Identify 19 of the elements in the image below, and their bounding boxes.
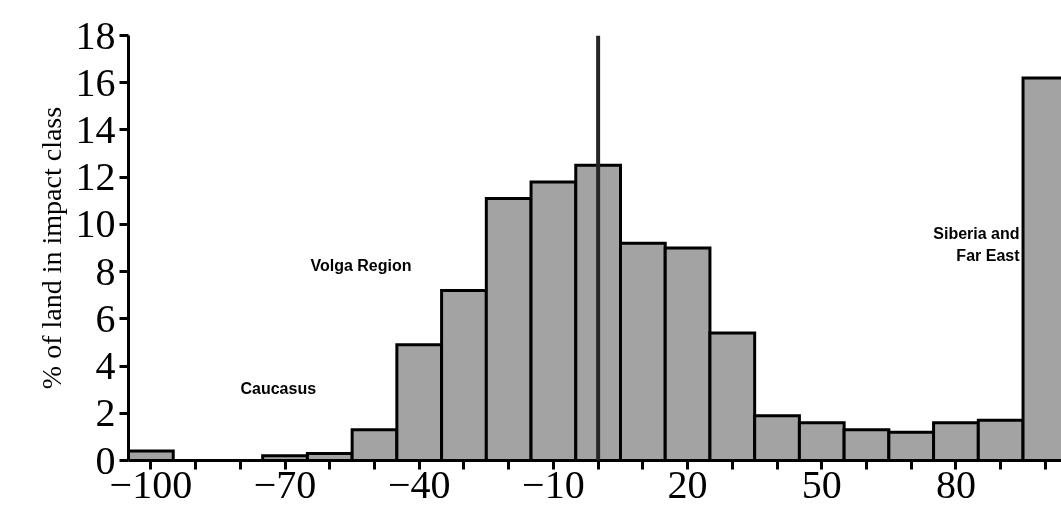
x-tick-label: 50	[801, 461, 842, 507]
x-tick-label: −10	[522, 461, 585, 507]
annotation: Siberia and Far East	[933, 224, 1021, 264]
y-tick-label: 12	[75, 154, 116, 200]
y-tick-label: 10	[75, 201, 116, 247]
y-tick-label: 16	[75, 59, 116, 105]
y-tick-label: 18	[75, 12, 116, 58]
y-tick-label: 4	[95, 343, 116, 389]
y-tick-label: 2	[95, 390, 116, 436]
x-tick-label: −40	[387, 461, 451, 507]
y-tick-label: 8	[95, 248, 116, 294]
x-tick-label: 20	[667, 461, 708, 507]
y-axis-title: % of land in impact class	[35, 106, 67, 390]
y-tick-label: 14	[75, 106, 116, 152]
annotation: Caucasus	[240, 379, 317, 397]
y-tick-label: 6	[95, 295, 116, 341]
x-tick-label: −70	[253, 461, 317, 507]
annotation: Volga Region	[310, 256, 412, 274]
x-tick-label: 80	[935, 461, 976, 507]
